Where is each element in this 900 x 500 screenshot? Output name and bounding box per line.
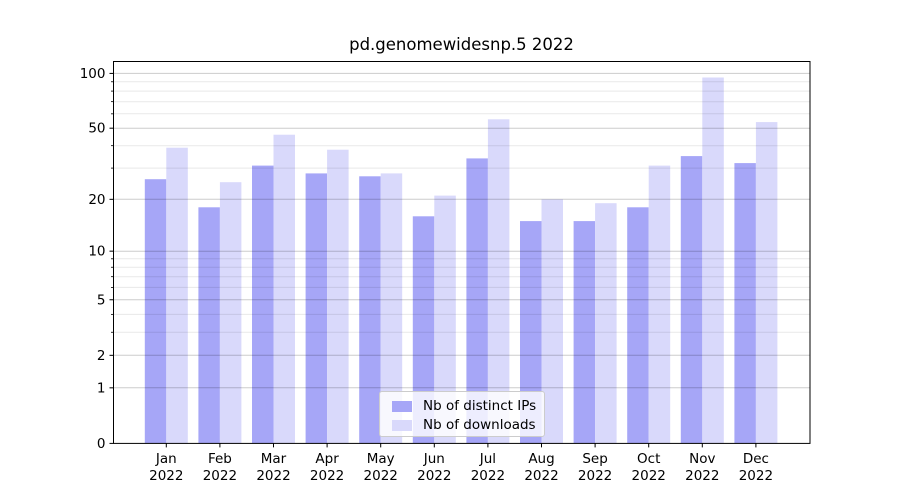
bar-downloads-nov	[702, 77, 724, 444]
x-tick-label-year: 2022	[310, 468, 344, 484]
bar-downloads-jan	[166, 147, 188, 444]
x-tick-label-month: Aug	[528, 451, 554, 467]
x-tick-label-month: Oct	[637, 451, 660, 467]
x-tick-label-year: 2022	[256, 468, 290, 484]
bar-distinct-ips-mar	[252, 165, 274, 444]
x-tick-label-month: Nov	[689, 451, 715, 467]
bar-distinct-ips-jun	[412, 216, 435, 444]
bar-distinct-ips-sep	[573, 221, 596, 444]
legend-swatch-downloads	[392, 420, 412, 431]
bar-distinct-ips-nov	[680, 156, 703, 444]
bar-downloads-may	[380, 173, 403, 444]
x-tick-label-month: Mar	[261, 451, 287, 467]
bar-downloads-aug	[541, 199, 563, 444]
y-tick-label: 20	[88, 192, 105, 208]
bar-downloads-sep	[595, 203, 617, 444]
legend-label-distinct-ips: Nb of distinct IPs	[423, 397, 537, 414]
x-tick-label-month: Dec	[743, 451, 769, 467]
bar-distinct-ips-jul	[466, 158, 488, 444]
y-tick-label: 0	[97, 436, 106, 452]
bar-downloads-feb	[219, 182, 242, 444]
x-tick-label-year: 2022	[739, 468, 773, 484]
y-tick-label: 50	[88, 121, 105, 137]
x-tick-label-year: 2022	[685, 468, 719, 484]
bar-distinct-ips-aug	[520, 221, 542, 444]
bar-distinct-ips-jan	[144, 179, 167, 444]
x-tick-label-year: 2022	[578, 468, 612, 484]
x-tick-label-year: 2022	[203, 468, 237, 484]
x-tick-label-year: 2022	[149, 468, 183, 484]
y-tick-label: 100	[80, 66, 106, 82]
bar-distinct-ips-may	[359, 176, 381, 444]
legend: Nb of distinct IPs Nb of downloads	[379, 391, 545, 437]
bar-downloads-jul	[487, 119, 510, 444]
bar-distinct-ips-feb	[198, 207, 220, 444]
bar-downloads-jun	[434, 195, 456, 444]
legend-swatch-distinct-ips	[392, 401, 412, 412]
bar-downloads-apr	[327, 149, 349, 444]
legend-label-downloads: Nb of downloads	[423, 416, 536, 433]
y-tick-label: 1	[97, 380, 106, 396]
legend-item-downloads: Nb of downloads	[392, 416, 544, 435]
legend-item-distinct-ips: Nb of distinct IPs	[392, 397, 544, 416]
bar-downloads-mar	[273, 134, 295, 444]
bar-downloads-oct	[648, 165, 671, 444]
x-tick-label-month: Jun	[423, 451, 445, 467]
x-tick-label-month: Sep	[582, 451, 607, 467]
bar-downloads-dec	[755, 122, 778, 444]
bar-distinct-ips-oct	[627, 207, 649, 444]
bar-distinct-ips-apr	[305, 173, 328, 444]
y-tick-label: 10	[88, 244, 105, 260]
x-tick-label-year: 2022	[524, 468, 558, 484]
x-tick-label-year: 2022	[417, 468, 451, 484]
x-tick-label-year: 2022	[364, 468, 398, 484]
x-tick-label-month: Jul	[479, 451, 496, 467]
x-tick-label-month: May	[367, 451, 395, 467]
x-tick-label-month: Apr	[315, 451, 339, 467]
plot-border	[113, 61, 811, 444]
x-tick-label-year: 2022	[632, 468, 666, 484]
x-tick-label-year: 2022	[471, 468, 505, 484]
x-tick-label-month: Feb	[208, 451, 232, 467]
y-tick-label: 2	[97, 348, 106, 364]
x-tick-label-month: Jan	[155, 451, 177, 467]
y-tick-label: 5	[97, 292, 106, 308]
bar-distinct-ips-dec	[734, 163, 756, 444]
chart-title: pd.genomewidesnp.5 2022	[349, 35, 574, 54]
